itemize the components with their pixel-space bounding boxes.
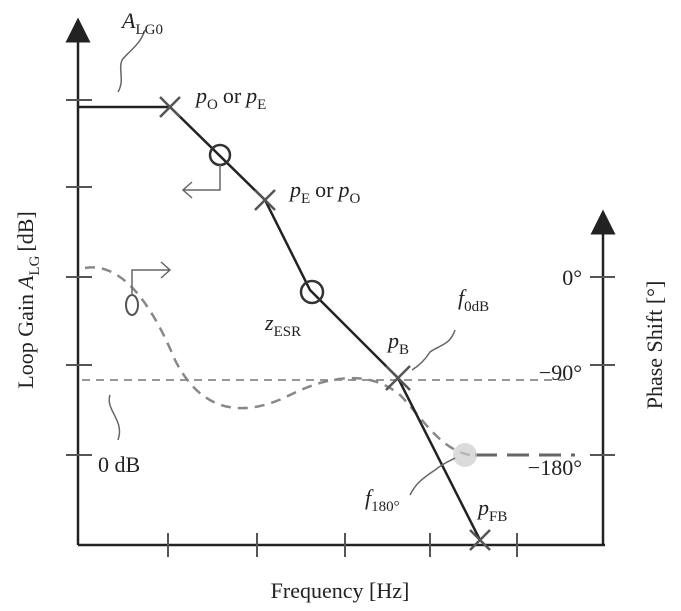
phase-label: −180° [528,455,582,480]
a-lg0-leader [117,29,146,93]
label-part: f [458,285,467,310]
label-part: p [386,328,399,353]
x-axis-label: Frequency [Hz] [271,578,410,603]
pe-or-po-label: pE or pO [288,177,361,207]
label-part: A [13,275,38,291]
label-part: p [337,177,350,202]
label-part: f [365,485,374,510]
label-part: 0dB [464,299,489,315]
f-180-label: f180° [365,485,400,515]
label-part: LG0 [135,22,163,38]
p-b-label: pB [386,328,409,358]
y2-axis-label: Phase Shift [°] [642,281,667,410]
label-part: FB [489,509,507,525]
zero-db-label: 0 dB [98,452,140,477]
phase-curve-marker [125,294,139,316]
label-part: O [350,191,361,207]
label-part: E [301,191,310,207]
phase-curve [84,266,471,457]
f-0db-label: f0dB [458,285,489,315]
y-axis-label: Loop Gain ALG [dB] [13,211,43,388]
label-part: z [264,310,274,335]
label-part: 180° [371,499,400,515]
label-part: LG [27,255,43,275]
phase-axis-pointer [131,261,172,295]
gain-curve [78,105,482,541]
label-part: p [476,495,489,520]
phase-label: −90° [539,360,582,385]
label-part: p [288,177,301,202]
label-part: O [207,97,218,113]
zero-db-leader [108,394,121,441]
label-part: A [120,8,136,33]
p-fb-label: pFB [476,495,507,525]
f180-marker [453,443,477,467]
pole-markers [159,96,491,551]
po-or-pe-label: pO or pE [194,83,266,113]
ticks [66,99,615,557]
label-part: p [194,83,207,108]
label-part: or [315,177,334,202]
a-lg0-label: ALG0 [120,8,163,38]
label-part: p [244,83,257,108]
label-part: or [223,83,242,108]
gain-axis-pointer [181,165,221,199]
label-part: B [399,342,409,358]
zero-marker [299,279,325,305]
label-part: [dB] [13,211,38,251]
f180-leader [409,457,456,496]
f0db-leader [411,329,456,371]
label-part: E [257,97,266,113]
label-part: ESR [274,324,302,340]
label-part: Loop Gain [13,294,38,389]
phase-label: 0° [562,265,582,290]
z-esr-label: zESR [264,310,301,340]
